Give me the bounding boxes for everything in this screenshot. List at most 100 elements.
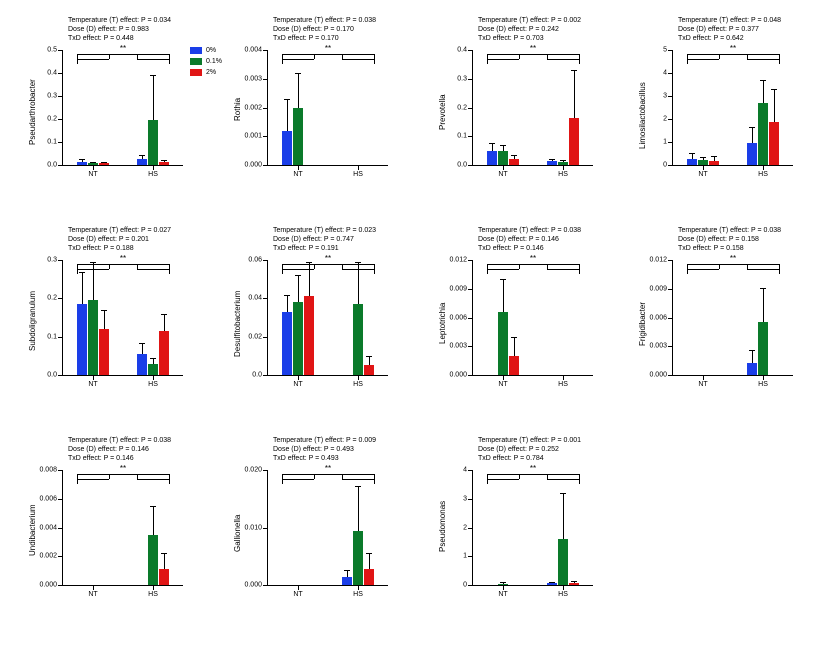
error-cap [749, 127, 755, 128]
panel-desulfitobacterium: Temperature (T) effect: P = 0.023Dose (D… [225, 220, 415, 415]
y-tick-label: 0.001 [244, 133, 262, 140]
sig-bracket [77, 269, 109, 270]
error-bar [153, 506, 154, 535]
y-tick-label: 0.1 [47, 333, 57, 340]
y-tick-label: 0.003 [649, 343, 667, 350]
bar [769, 122, 779, 165]
error-cap [284, 295, 290, 296]
y-tick [263, 165, 268, 166]
y-tick-label: 2 [663, 116, 667, 123]
sig-label: ** [325, 254, 331, 263]
error-cap [150, 506, 156, 507]
x-tick-label: HS [558, 171, 568, 178]
sig-bracket [579, 54, 580, 64]
x-tick [358, 585, 359, 590]
error-bar [164, 553, 165, 569]
bar [353, 304, 363, 375]
sig-bracket [137, 269, 169, 270]
y-tick [468, 499, 473, 500]
error-bar [142, 343, 143, 354]
sig-bracket [374, 474, 375, 484]
error-cap [150, 358, 156, 359]
sig-bracket [77, 264, 169, 265]
error-bar [347, 570, 348, 577]
error-bar [104, 310, 105, 329]
error-cap [366, 553, 372, 554]
y-tick [468, 289, 473, 290]
y-tick [58, 585, 63, 586]
y-tick [58, 298, 63, 299]
sig-bracket [342, 59, 374, 60]
error-cap [139, 343, 145, 344]
y-tick [668, 375, 673, 376]
sig-bracket [109, 54, 110, 59]
y-tick-label: 0.004 [39, 524, 57, 531]
x-tick-label: NT [293, 171, 302, 178]
sig-bracket [314, 474, 315, 479]
error-cap [711, 156, 717, 157]
bar [148, 120, 158, 165]
x-tick [93, 375, 94, 380]
stats-text: Temperature (T) effect: P = 0.027Dose (D… [68, 226, 171, 253]
y-tick [58, 142, 63, 143]
y-axis-label: Limosilactobacillus [638, 83, 647, 150]
error-bar [82, 272, 83, 305]
bar [159, 569, 169, 585]
error-cap [355, 486, 361, 487]
y-tick [58, 499, 63, 500]
y-tick [263, 108, 268, 109]
y-tick [468, 136, 473, 137]
sig-label: ** [325, 464, 331, 473]
sig-bracket [137, 59, 169, 60]
y-tick [263, 470, 268, 471]
error-bar [358, 486, 359, 531]
error-cap [306, 262, 312, 263]
error-bar [763, 288, 764, 323]
x-tick [153, 585, 154, 590]
x-tick-label: HS [353, 381, 363, 388]
x-tick-label: NT [88, 171, 97, 178]
y-tick-label: 0.5 [47, 47, 57, 54]
x-tick-label: NT [88, 591, 97, 598]
y-tick [263, 79, 268, 80]
sig-bracket [282, 264, 374, 265]
x-tick [153, 165, 154, 170]
bar [148, 364, 158, 376]
error-cap [139, 155, 145, 156]
y-tick [668, 119, 673, 120]
error-cap [500, 582, 506, 583]
x-tick [298, 585, 299, 590]
y-tick-label: 0.2 [47, 295, 57, 302]
bar [148, 535, 158, 585]
stats-text: Temperature (T) effect: P = 0.038Dose (D… [273, 16, 376, 43]
sig-bracket [547, 59, 579, 60]
sig-label: ** [325, 44, 331, 53]
sig-bracket [282, 269, 314, 270]
sig-bracket [779, 264, 780, 274]
sig-bracket [282, 54, 374, 55]
y-axis-label: Leptotrichia [438, 303, 447, 344]
error-cap [161, 553, 167, 554]
y-tick [468, 50, 473, 51]
y-tick [668, 346, 673, 347]
sig-bracket [519, 264, 520, 269]
stats-text: Temperature (T) effect: P = 0.048Dose (D… [678, 16, 781, 43]
y-tick [58, 119, 63, 120]
y-tick-label: 5 [663, 47, 667, 54]
error-bar [774, 89, 775, 122]
y-tick [58, 375, 63, 376]
sig-bracket [77, 479, 109, 480]
sig-label: ** [530, 254, 536, 263]
x-tick [563, 375, 564, 380]
sig-bracket [282, 474, 374, 475]
sig-bracket [487, 54, 579, 55]
bar [758, 103, 768, 165]
sig-bracket [282, 479, 314, 480]
x-tick [563, 585, 564, 590]
y-tick [668, 165, 673, 166]
x-tick [703, 375, 704, 380]
chart-frame: 0.0000.0030.0060.0090.012NTHS** [472, 260, 593, 376]
y-axis-label: Frigidibacter [638, 302, 647, 346]
x-tick-label: NT [498, 591, 507, 598]
y-tick-label: 1 [463, 553, 467, 560]
